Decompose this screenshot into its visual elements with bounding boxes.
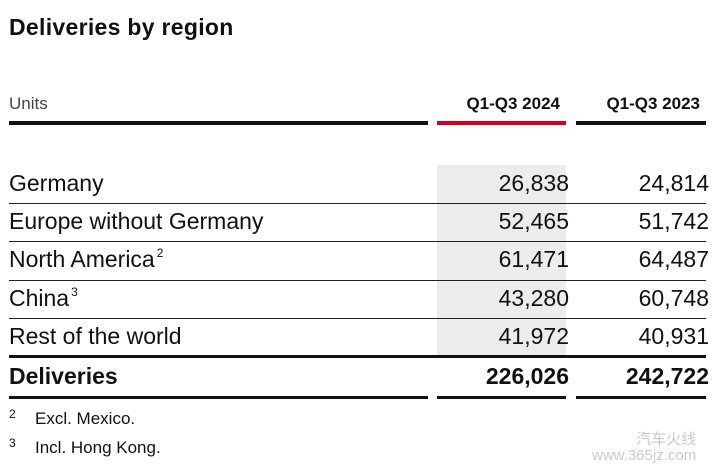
row-label: Europe without Germany [9, 208, 264, 234]
column-header-2024: Q1-Q3 2024 [466, 94, 560, 113]
value-2024: 43,280 [498, 285, 569, 311]
table-row: China 3 43,280 60,748 [9, 280, 709, 318]
table-row: Rest of the world 41,972 40,931 [9, 318, 709, 356]
row-label: Rest of the world [9, 323, 182, 349]
watermark-url: www.365jz.com [592, 447, 697, 464]
footnote-ref: 2 [156, 246, 164, 260]
total-rule-bottom [9, 396, 428, 399]
value-2024: 41,972 [498, 323, 569, 349]
header-rule-accent [437, 121, 566, 125]
value-2024: 61,471 [498, 246, 569, 272]
row-label: North America 2 [9, 246, 164, 272]
header-rule-right [576, 121, 706, 125]
total-rule-top [9, 355, 706, 358]
units-label: Units [9, 94, 48, 113]
value-2024: 26,838 [498, 170, 569, 196]
row-divider [9, 241, 706, 242]
row-divider [9, 203, 706, 204]
header-rule [9, 121, 428, 125]
footnote-ref: 3 [71, 285, 78, 299]
column-header-2023: Q1-Q3 2023 [606, 94, 700, 113]
footnote-mark: 2 [9, 407, 16, 421]
watermark-line: 汽车火线 [636, 431, 697, 448]
row-label: Germany [9, 170, 104, 196]
row-label: China 3 [9, 285, 78, 311]
footnote: 3 Incl. Hong Kong. [9, 436, 161, 458]
total-rule-bottom-mid [437, 396, 566, 399]
footnote-text: Incl. Hong Kong. [35, 438, 161, 457]
table-row: Europe without Germany 52,465 51,742 [9, 203, 709, 241]
row-divider [9, 280, 706, 281]
footnote-text: Excl. Mexico. [35, 409, 136, 428]
value-2023: 64,487 [638, 246, 709, 272]
footnote: 2 Excl. Mexico. [9, 407, 135, 429]
row-divider [9, 318, 706, 319]
value-2023: 24,814 [638, 170, 709, 196]
total-row: Deliveries 226,026 242,722 [9, 358, 709, 396]
table-row: Germany 26,838 24,814 [9, 165, 709, 203]
watermark-logo: 汽车火线 www.365jz.com [592, 432, 696, 464]
total-2024: 226,026 [485, 363, 569, 389]
table-title: Deliveries by region [9, 14, 234, 40]
value-2024: 52,465 [498, 208, 569, 234]
highlight-column [437, 165, 566, 357]
footnote-mark: 3 [9, 436, 16, 450]
value-2023: 51,742 [638, 208, 709, 234]
total-label: Deliveries [9, 363, 118, 389]
value-2023: 60,748 [638, 285, 709, 311]
total-rule-bottom-right [576, 396, 706, 399]
total-2023: 242,722 [625, 363, 709, 389]
value-2023: 40,931 [638, 323, 709, 349]
table-row: North America 2 61,471 64,487 [9, 241, 709, 279]
